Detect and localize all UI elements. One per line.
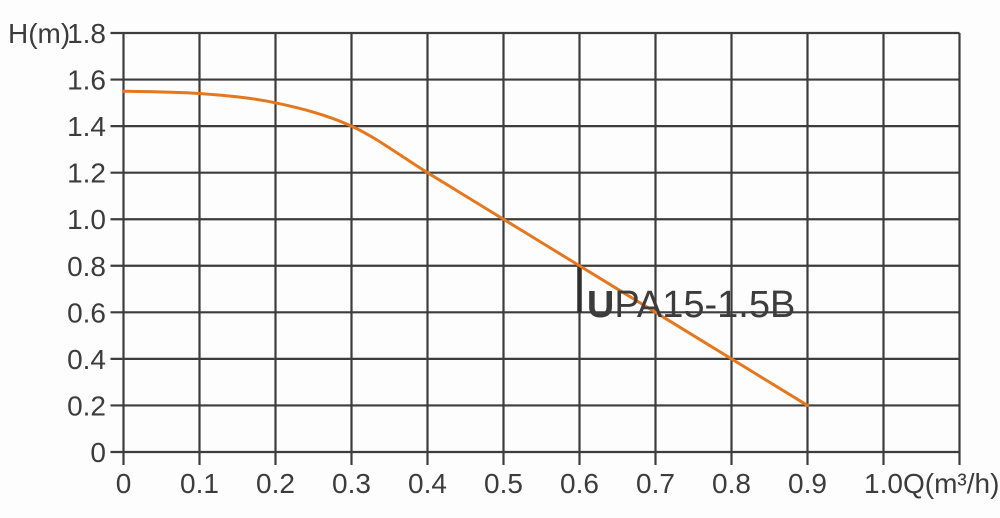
pump-curve <box>122 89 809 407</box>
x-axis-label: Q(m³/h) <box>903 468 999 499</box>
x-tick-label: 0.2 <box>256 468 295 499</box>
model-label-rest: PA15-1.5B <box>614 284 795 326</box>
y-tick-label: 0.2 <box>67 390 106 421</box>
y-tick-label: 1.2 <box>67 158 106 189</box>
x-tick-label: 0 <box>116 468 132 499</box>
y-tick-label: 0.4 <box>67 344 106 375</box>
x-tick-label: 0.7 <box>636 468 675 499</box>
model-label: UPA15-1.5B <box>587 284 795 326</box>
model-label-bold: U <box>587 284 614 326</box>
y-tick-label: 1.0 <box>67 204 106 235</box>
grid <box>110 31 961 465</box>
y-axis-label: H(m) <box>8 18 70 49</box>
y-tick-label: 1.8 <box>67 18 106 49</box>
y-tick-label: 0.6 <box>67 297 106 328</box>
x-tick-label: 0.8 <box>712 468 751 499</box>
y-tick-label: 1.6 <box>67 65 106 96</box>
x-tick-label: 0.9 <box>788 468 827 499</box>
x-tick-label: 0.6 <box>560 468 599 499</box>
y-tick-label: 1.4 <box>67 111 106 142</box>
y-tick-label: 0.8 <box>67 251 106 282</box>
x-tick-label: 0.4 <box>408 468 447 499</box>
x-tick-label: 0.1 <box>180 468 219 499</box>
y-tick-label: 0 <box>90 437 106 468</box>
x-tick-label: 1.0 <box>864 468 903 499</box>
x-tick-label: 0.3 <box>332 468 371 499</box>
x-tick-label: 0.5 <box>484 468 523 499</box>
